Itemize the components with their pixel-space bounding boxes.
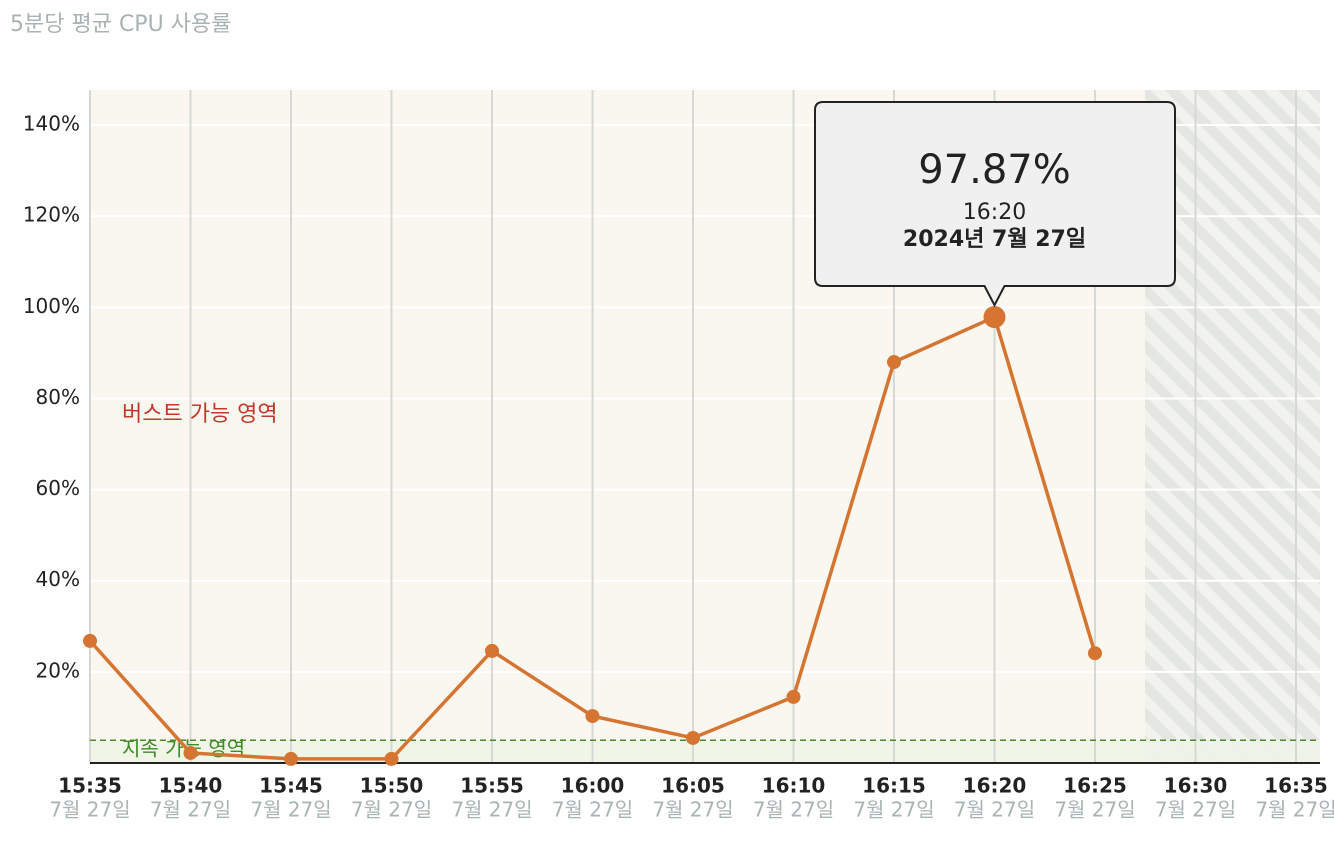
x-tick-label: 15:45 xyxy=(259,774,323,798)
chart-title: 5분당 평균 CPU 사용률 xyxy=(10,12,231,37)
x-tick-label: 15:50 xyxy=(360,774,424,798)
point xyxy=(786,689,801,704)
x-tick-sublabel: 7월 27일 xyxy=(250,798,331,822)
x-tick-label: 16:35 xyxy=(1264,774,1328,798)
x-tick-sublabel: 7월 27일 xyxy=(853,798,934,822)
y-tick-label: 60% xyxy=(36,476,80,500)
point xyxy=(686,730,700,745)
point xyxy=(983,306,1006,329)
x-tick-sublabel: 7월 27일 xyxy=(652,798,733,822)
point xyxy=(887,355,901,370)
point xyxy=(83,633,97,648)
x-tick-sublabel: 7월 27일 xyxy=(451,798,532,822)
x-tick-label: 16:30 xyxy=(1164,774,1228,798)
point xyxy=(1088,646,1102,661)
x-tick-label: 16:00 xyxy=(561,774,625,798)
tooltip-value: 97.87% xyxy=(918,147,1071,193)
burst-label: 버스트 가능 영역 xyxy=(122,402,278,427)
x-tick-label: 15:40 xyxy=(159,774,223,798)
x-tick-label: 15:35 xyxy=(58,774,122,798)
x-tick-sublabel: 7월 27일 xyxy=(1054,798,1135,822)
y-tick-label: 20% xyxy=(36,658,80,682)
x-tick-sublabel: 7월 27일 xyxy=(351,798,432,822)
point xyxy=(384,751,399,766)
x-tick-sublabel: 7월 27일 xyxy=(552,798,633,822)
y-tick-label: 40% xyxy=(36,567,80,591)
y-tick-label: 140% xyxy=(23,112,80,136)
x-tick-label: 16:20 xyxy=(963,774,1027,798)
x-tick-label: 16:25 xyxy=(1063,774,1127,798)
x-tick-sublabel: 7월 27일 xyxy=(1255,798,1334,822)
point xyxy=(585,709,600,724)
sustain-label: 지속 가능 영역 xyxy=(122,737,245,761)
point xyxy=(485,643,499,658)
x-tick-sublabel: 7월 27일 xyxy=(49,798,130,822)
tooltip-date: 2024년 7월 27일 xyxy=(903,227,1086,252)
x-tick-label: 16:10 xyxy=(762,774,826,798)
x-tick-label: 16:15 xyxy=(862,774,926,798)
tooltip-time: 16:20 xyxy=(963,200,1026,225)
y-tick-label: 80% xyxy=(36,385,80,409)
x-tick-label: 16:05 xyxy=(661,774,725,798)
x-tick-sublabel: 7월 27일 xyxy=(954,798,1035,822)
x-tick-sublabel: 7월 27일 xyxy=(753,798,834,822)
x-tick-sublabel: 7월 27일 xyxy=(150,798,231,822)
x-tick-label: 15:55 xyxy=(460,774,524,798)
y-tick-label: 100% xyxy=(23,294,80,318)
y-tick-label: 120% xyxy=(23,203,80,227)
point xyxy=(183,745,198,760)
x-tick-sublabel: 7월 27일 xyxy=(1155,798,1236,822)
tooltip-box xyxy=(814,101,1176,308)
point xyxy=(284,751,298,766)
